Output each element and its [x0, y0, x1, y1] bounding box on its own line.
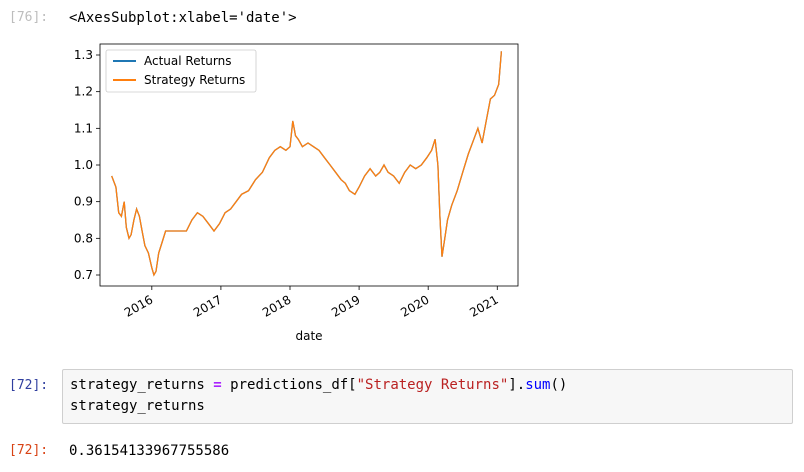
x-tick-label: 2017 [191, 292, 224, 319]
x-tick-label: 2021 [467, 292, 500, 319]
y-tick-label: 1.0 [74, 158, 93, 172]
axes-subplot-repr: <AxesSubplot:xlabel='date'> [69, 10, 297, 26]
code-line-1: strategy_returns = predictions_df["Strat… [70, 377, 567, 393]
input-prompt-72: [72]: [9, 378, 49, 393]
strategy-returns-line [111, 51, 503, 277]
code-line-2: strategy_returns [70, 398, 205, 414]
legend-box [105, 49, 257, 93]
x-axis-ticks: 2016 2017 2018 2019 2020 2021 [122, 286, 501, 320]
legend: Actual Returns Strategy Returns [105, 49, 257, 93]
x-tick-label: 2019 [329, 292, 362, 319]
strategy-returns-value: 0.36154133967755586 [69, 443, 230, 459]
y-tick-label: 1.3 [74, 48, 93, 62]
code-input-area[interactable]: strategy_returns = predictions_df["Strat… [62, 369, 793, 424]
x-tick-label: 2020 [398, 292, 431, 319]
code-operator: = [213, 377, 222, 393]
y-tick-label: 0.8 [74, 231, 93, 245]
code-method: sum [525, 377, 551, 393]
legend-label-actual: Actual Returns [144, 54, 231, 68]
x-axis-label: date [295, 329, 322, 343]
code-close: ]. [508, 377, 526, 393]
legend-label-strategy: Strategy Returns [144, 73, 245, 87]
code-paren: () [550, 377, 568, 393]
y-tick-label: 1.1 [74, 121, 93, 135]
code-object: predictions_df[ [230, 377, 357, 393]
y-tick-label: 1.2 [74, 85, 93, 99]
x-tick-label: 2018 [260, 292, 293, 319]
y-tick-label: 0.7 [74, 268, 93, 282]
output-prompt-76: [76]: [9, 10, 49, 25]
y-axis-ticks: 0.7 0.8 0.9 1.0 1.1 1.2 1.3 [74, 48, 100, 282]
code-string: "Strategy Returns" [356, 377, 509, 393]
code-var: strategy_returns [70, 377, 205, 393]
output-prompt-72: [72]: [9, 443, 49, 458]
y-tick-label: 0.9 [74, 195, 93, 209]
returns-line-chart: 0.70.80.91.01.11.21.3 2016 2017 2018 2019 20… [74, 43, 519, 343]
x-tick-label: 2016 [122, 292, 155, 319]
